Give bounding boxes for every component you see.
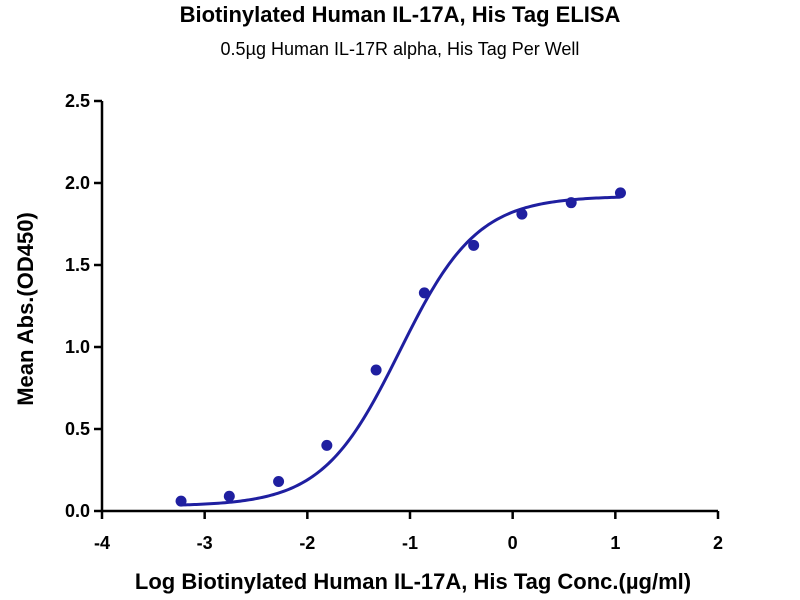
y-tick-label: 2.5 <box>65 91 90 111</box>
data-point <box>418 287 430 299</box>
y-axis-label: Mean Abs.(OD450) <box>13 212 38 406</box>
y-axis-ticks: 0.0 0.5 1.0 1.5 2.0 2.5 <box>65 91 102 521</box>
x-tick-label: 2 <box>713 533 723 553</box>
x-tick-label: -1 <box>402 533 418 553</box>
data-point <box>614 187 626 199</box>
fit-curve <box>181 195 621 507</box>
axes <box>100 101 718 513</box>
data-point <box>370 364 382 376</box>
y-tick-label: 1.0 <box>65 337 90 357</box>
y-tick-label: 0.5 <box>65 419 90 439</box>
data-points <box>175 187 626 507</box>
y-tick-label: 0.0 <box>65 501 90 521</box>
y-tick-label: 1.5 <box>65 255 90 275</box>
data-point <box>273 475 285 487</box>
x-tick-label: 0 <box>508 533 518 553</box>
x-tick-label: 1 <box>610 533 620 553</box>
data-point <box>468 239 480 251</box>
data-point <box>175 495 187 507</box>
data-point <box>565 197 577 209</box>
y-tick-label: 2.0 <box>65 173 90 193</box>
data-point <box>223 490 235 502</box>
x-axis-ticks: -4 -3 -2 -1 0 1 2 <box>94 511 723 553</box>
chart-subtitle: 0.5µg Human IL-17R alpha, His Tag Per We… <box>221 39 580 59</box>
data-point <box>321 439 333 451</box>
x-axis-label: Log Biotinylated Human IL-17A, His Tag C… <box>135 569 691 594</box>
x-tick-label: -2 <box>299 533 315 553</box>
data-point <box>516 208 528 220</box>
chart-title: Biotinylated Human IL-17A, His Tag ELISA <box>180 2 621 27</box>
x-tick-label: -4 <box>94 533 110 553</box>
x-tick-label: -3 <box>197 533 213 553</box>
